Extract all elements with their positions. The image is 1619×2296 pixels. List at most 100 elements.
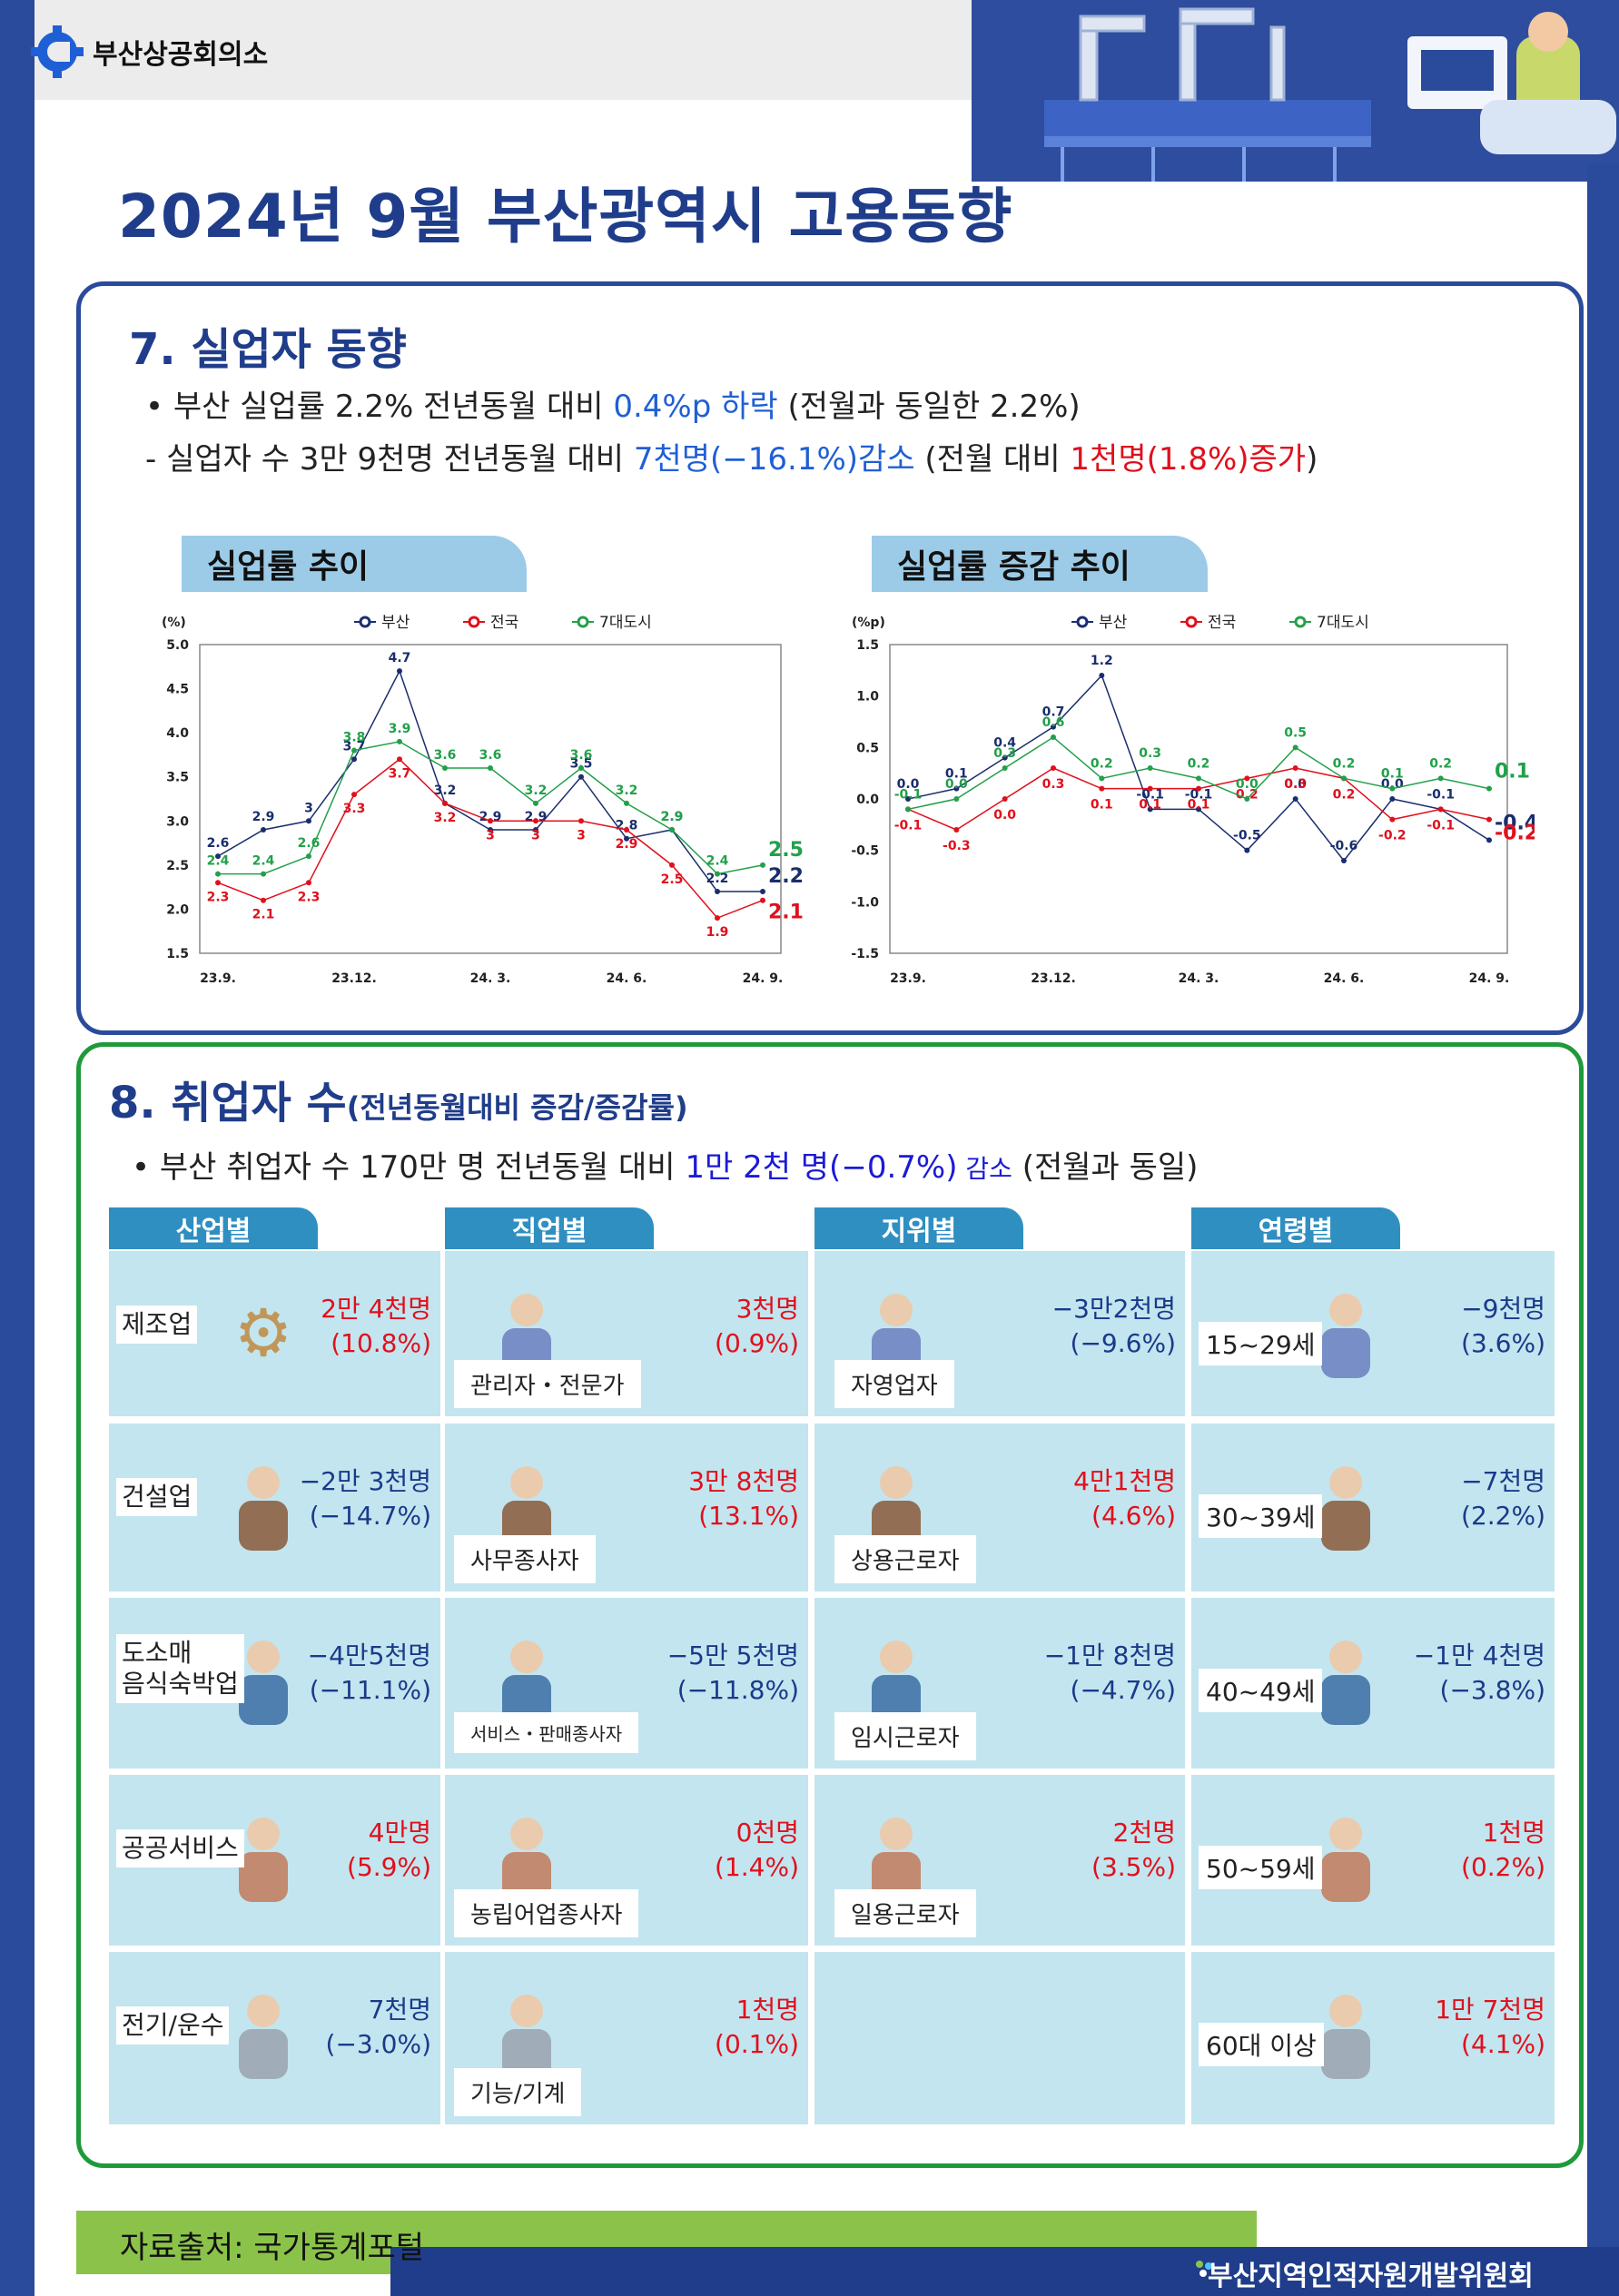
legend-marker <box>577 616 589 628</box>
data-label: 3.2 <box>434 811 457 825</box>
occupation-label: 서비스・판매종사자 <box>454 1712 639 1753</box>
data-point <box>1292 744 1298 751</box>
column-tab-industry: 산업별 <box>109 1207 318 1249</box>
data-point <box>578 818 584 824</box>
data-point <box>1341 858 1347 863</box>
data-label: 0.4 <box>993 736 1016 751</box>
age-illustration-icon <box>1291 1451 1400 1560</box>
industry-value: −4만5천명 (−11.1%) <box>308 1639 431 1708</box>
data-label: 3 <box>304 801 313 815</box>
header-gray-band <box>0 0 1035 100</box>
data-point <box>1389 785 1396 792</box>
data-label: 0.1 <box>1139 798 1161 813</box>
occupation-label: 관리자・전문가 <box>454 1360 641 1408</box>
value-count: 1만 7천명 <box>1435 1995 1545 2025</box>
footer-dark-bar <box>390 2247 1619 2296</box>
data-point <box>442 800 448 806</box>
data-label: 0.1 <box>945 767 968 782</box>
x-tick-label: 23.12. <box>1031 971 1076 986</box>
data-point <box>578 765 584 771</box>
page-title: 2024년 9월 부산광역시 고용동향 <box>118 182 1013 251</box>
status-value: 2천명 (3.5%) <box>1091 1816 1176 1885</box>
value-count: −4만5천명 <box>307 1641 431 1670</box>
data-point <box>1244 796 1250 802</box>
data-label: -0.2 <box>1378 829 1407 843</box>
data-point <box>397 668 402 675</box>
unemployment-change-chart: 1.5 1.0 0.5 0.0 -0.5 -1.0 -1.5 (%p) 23.9. 23.12. 2… <box>851 614 1535 986</box>
age-label: 15~29세 <box>1199 1322 1323 1365</box>
industry-label: 제조업 <box>116 1306 198 1344</box>
data-point <box>760 889 765 894</box>
value-rate: (−3.0%) <box>325 2029 431 2059</box>
data-point <box>1244 847 1250 853</box>
data-point <box>306 853 311 860</box>
data-point <box>1002 754 1008 761</box>
industry-value: 7천명 (−3.0%) <box>326 1993 431 2062</box>
value-count: 4만명 <box>368 1818 431 1848</box>
value-count: 1천명 <box>1482 1818 1545 1848</box>
occupation-label: 사무종사자 <box>454 1535 596 1583</box>
data-point <box>1292 765 1298 771</box>
plot-frame <box>889 644 1508 954</box>
data-point <box>1051 734 1056 740</box>
status-cell <box>814 1952 1185 2124</box>
data-point <box>442 765 448 771</box>
data-label: 0.0 <box>1284 777 1307 792</box>
data-point <box>905 806 911 813</box>
y-tick-label: 3.0 <box>166 814 189 829</box>
data-label: 2.2 <box>768 865 804 888</box>
data-label: 0.7 <box>1042 705 1065 720</box>
data-label: 2.9 <box>661 810 684 824</box>
value-rate: (3.6%) <box>1461 1328 1545 1358</box>
data-label: -0.6 <box>1330 839 1358 853</box>
data-label: 3.6 <box>570 748 593 763</box>
value-count: 2천명 <box>1112 1818 1176 1848</box>
industry-label: 도소매 음식숙박업 <box>116 1634 244 1703</box>
legend-label: 전국 <box>490 614 518 632</box>
y-tick-label: -1.5 <box>851 947 879 961</box>
industry-label: 전기/운수 <box>116 2006 230 2045</box>
y-tick-label: 1.5 <box>856 638 879 653</box>
y-tick-label: 4.0 <box>166 726 189 741</box>
industry-illustration-icon: ⚙ <box>233 1295 293 1371</box>
unemployment-section <box>76 281 1584 1035</box>
age-value: 1천명 (0.2%) <box>1461 1816 1545 1885</box>
value-count: −1만 4천명 <box>1413 1641 1545 1670</box>
industry-illustration-icon <box>209 1451 318 1560</box>
footer-source: 자료출처: 국가통계포털 <box>120 2230 425 2266</box>
data-label: -0.1 <box>894 818 923 833</box>
data-point <box>533 800 538 806</box>
x-tick-label: 24. 9. <box>743 971 784 986</box>
occupation-value: 1천명 (0.1%) <box>715 1993 799 2062</box>
data-label: 2.3 <box>207 890 230 904</box>
age-label: 40~49세 <box>1199 1669 1323 1712</box>
data-point <box>351 747 357 754</box>
right-accent-bar <box>1587 163 1619 2296</box>
value-count: −5만 5천명 <box>666 1641 799 1670</box>
value-count: 7천명 <box>368 1995 431 2025</box>
data-label: 0.6 <box>1042 715 1065 730</box>
y-tick-label: 3.5 <box>166 771 189 785</box>
data-label: -0.2 <box>1495 823 1535 845</box>
value-rate: (−3.8%) <box>1439 1675 1545 1705</box>
data-point <box>1437 806 1444 813</box>
data-point <box>1196 806 1201 813</box>
y-tick-label: 4.5 <box>166 683 189 697</box>
legend-label: 7대도시 <box>599 614 652 632</box>
data-point <box>306 818 311 824</box>
data-label: 2.4 <box>207 854 230 869</box>
value-rate: (0.9%) <box>715 1328 799 1358</box>
value-rate: (4.6%) <box>1091 1501 1176 1531</box>
data-label: -0.3 <box>943 839 971 853</box>
legend-marker <box>1076 616 1089 628</box>
data-point <box>351 792 357 798</box>
data-point <box>1341 775 1347 782</box>
y-tick-label: -0.5 <box>851 844 879 859</box>
data-point <box>306 880 311 886</box>
data-point <box>1196 775 1201 782</box>
age-illustration-icon <box>1291 1979 1400 2088</box>
data-point <box>715 915 720 921</box>
data-point <box>1051 724 1056 730</box>
data-point <box>624 835 629 842</box>
value-rate: (5.9%) <box>347 1852 431 1882</box>
